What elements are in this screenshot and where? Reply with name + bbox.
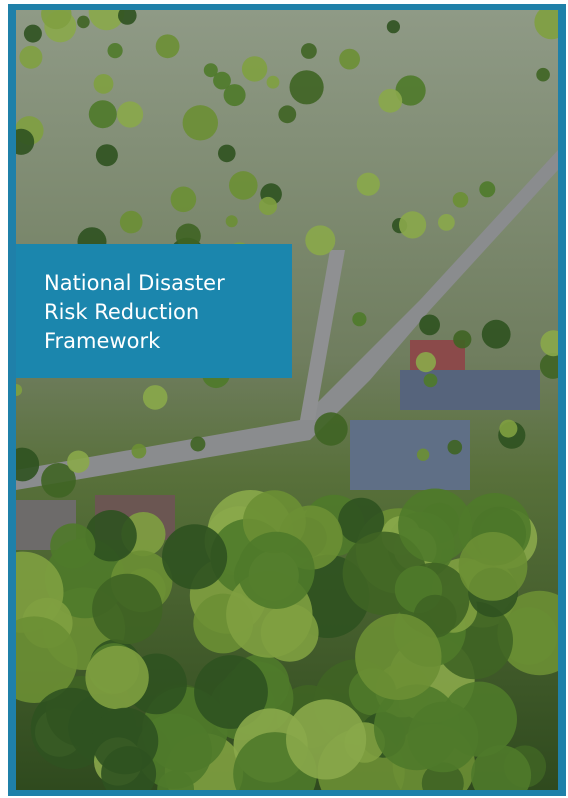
tree	[398, 489, 472, 563]
house-roof	[350, 420, 470, 490]
tree	[85, 646, 148, 709]
house-roof	[400, 370, 540, 410]
tree	[355, 614, 441, 700]
page: Cover html, body { margin: 0; padding: 0…	[0, 0, 568, 798]
tree	[190, 437, 205, 452]
tree	[482, 320, 511, 349]
tree	[238, 532, 315, 609]
tree	[108, 43, 123, 58]
tree	[156, 34, 180, 58]
tree	[352, 312, 366, 326]
tree	[229, 171, 258, 200]
tree	[117, 101, 143, 127]
tree	[226, 215, 238, 227]
tree	[94, 74, 114, 94]
tree	[301, 43, 317, 59]
tree	[19, 46, 42, 69]
tree	[143, 385, 168, 410]
tree	[290, 70, 324, 104]
tree	[24, 25, 42, 43]
aerial-photo	[0, 0, 568, 798]
title-line: Risk Reduction	[44, 300, 199, 324]
tree	[416, 352, 436, 372]
tree	[267, 76, 280, 89]
tree	[438, 214, 455, 231]
tree	[479, 181, 495, 197]
tree	[286, 699, 366, 779]
page-body: {"cover": {"title_lines": ["National Dis…	[0, 0, 568, 798]
tree	[92, 574, 162, 644]
tree	[67, 451, 89, 473]
title-line: National Disaster	[44, 271, 225, 295]
tree	[305, 225, 335, 255]
tree	[183, 105, 218, 140]
tree	[50, 523, 95, 568]
tree	[399, 211, 426, 238]
tree	[424, 374, 438, 388]
tree	[278, 105, 296, 123]
tree	[459, 532, 528, 601]
tree	[314, 412, 347, 445]
tree	[408, 702, 479, 773]
tree	[448, 440, 463, 455]
tree	[77, 16, 90, 29]
tree	[171, 187, 197, 213]
tree	[499, 420, 517, 438]
title-line: Framework	[44, 329, 161, 353]
tree	[453, 192, 469, 208]
tree	[453, 330, 471, 348]
tree	[162, 524, 227, 589]
tree	[120, 211, 143, 234]
tree	[96, 144, 118, 166]
tree	[89, 100, 117, 128]
tree	[357, 173, 380, 196]
tree	[242, 56, 267, 81]
tree	[417, 449, 429, 461]
tree	[536, 68, 550, 82]
tree	[259, 197, 277, 215]
tree	[92, 708, 159, 775]
tree	[213, 72, 231, 90]
tree	[218, 145, 236, 163]
tree	[387, 20, 400, 33]
tree	[132, 444, 147, 459]
tree	[339, 49, 360, 70]
tree	[419, 315, 440, 336]
cover: National Disaster Risk Reduction Framewo…	[0, 0, 568, 798]
tree	[378, 89, 402, 113]
